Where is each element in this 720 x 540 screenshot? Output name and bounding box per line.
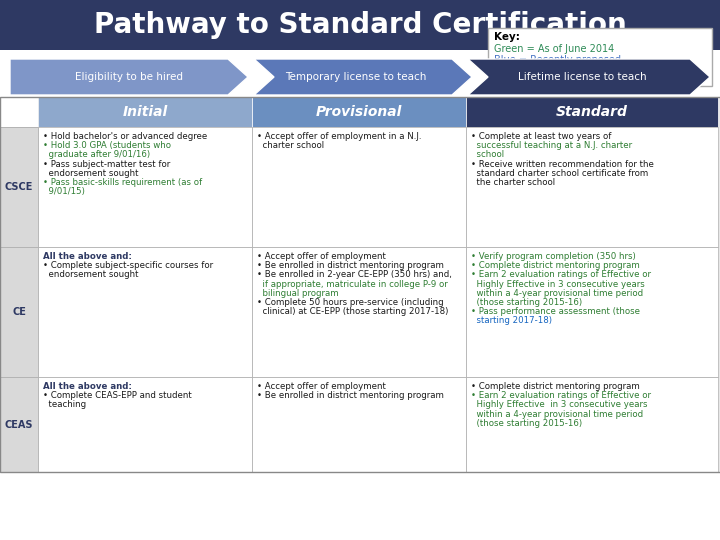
Text: Green = As of June 2014: Green = As of June 2014 <box>494 44 614 54</box>
Text: • Earn 2 evaluation ratings of Effective or: • Earn 2 evaluation ratings of Effective… <box>471 271 651 279</box>
Text: • Hold bachelor's or advanced degree: • Hold bachelor's or advanced degree <box>43 132 207 141</box>
Bar <box>38 247 252 377</box>
Bar <box>466 377 718 472</box>
Text: Eligibility to be hired: Eligibility to be hired <box>75 72 183 82</box>
Text: 9/01/15): 9/01/15) <box>43 187 85 196</box>
Text: (those starting 2015-16): (those starting 2015-16) <box>471 298 582 307</box>
Text: • Complete subject-specific courses for: • Complete subject-specific courses for <box>43 261 213 270</box>
Polygon shape <box>468 59 710 95</box>
Text: starting 2017-18): starting 2017-18) <box>471 316 552 325</box>
Text: within a 4-year provisional time period: within a 4-year provisional time period <box>471 409 643 418</box>
Text: • Hold 3.0 GPA (students who: • Hold 3.0 GPA (students who <box>43 141 171 150</box>
Text: • Accept offer of employment: • Accept offer of employment <box>257 252 386 261</box>
Text: school: school <box>471 150 504 159</box>
Text: endorsement sought: endorsement sought <box>43 168 138 178</box>
Text: All the above and:: All the above and: <box>43 252 132 261</box>
Text: Lifetime license to teach: Lifetime license to teach <box>518 72 647 82</box>
Text: • Complete district mentoring program: • Complete district mentoring program <box>471 261 640 270</box>
Text: • Complete 50 hours pre-service (including: • Complete 50 hours pre-service (includi… <box>257 298 444 307</box>
Bar <box>0 97 720 472</box>
Text: • Receive written recommendation for the: • Receive written recommendation for the <box>471 159 654 168</box>
Bar <box>488 28 712 86</box>
Bar <box>466 247 718 377</box>
Bar <box>252 247 466 377</box>
Text: • Accept offer of employment in a N.J.: • Accept offer of employment in a N.J. <box>257 132 421 141</box>
Text: • Be enrolled in district mentoring program: • Be enrolled in district mentoring prog… <box>257 391 444 400</box>
Text: within a 4-year provisional time period: within a 4-year provisional time period <box>471 289 643 298</box>
Text: Provisional: Provisional <box>316 105 402 119</box>
Text: CE: CE <box>12 307 26 317</box>
Text: Pathway to Standard Certification: Pathway to Standard Certification <box>94 11 626 39</box>
Text: CSCE: CSCE <box>5 182 33 192</box>
Bar <box>0 127 38 247</box>
Text: • Complete at least two years of: • Complete at least two years of <box>471 132 611 141</box>
Text: graduate after 9/01/16): graduate after 9/01/16) <box>43 150 150 159</box>
Text: successful teaching at a N.J. charter: successful teaching at a N.J. charter <box>471 141 632 150</box>
Text: • Complete CEAS-EPP and student: • Complete CEAS-EPP and student <box>43 391 192 400</box>
Text: • Be enrolled in district mentoring program: • Be enrolled in district mentoring prog… <box>257 261 444 270</box>
Text: bilingual program: bilingual program <box>257 289 338 298</box>
Bar <box>0 377 38 472</box>
Text: CEAS: CEAS <box>5 420 33 429</box>
Bar <box>252 127 466 247</box>
Bar <box>0 97 38 127</box>
Text: Standard: Standard <box>556 105 628 119</box>
Bar <box>38 377 252 472</box>
Bar <box>0 0 720 50</box>
Text: endorsement sought: endorsement sought <box>43 271 138 279</box>
Text: • Complete district mentoring program: • Complete district mentoring program <box>471 382 640 391</box>
Text: • Pass subject-matter test for: • Pass subject-matter test for <box>43 159 170 168</box>
Bar <box>252 377 466 472</box>
Text: charter school: charter school <box>257 141 324 150</box>
Bar <box>38 97 252 127</box>
Text: Key:: Key: <box>494 32 520 42</box>
Text: the charter school: the charter school <box>471 178 555 187</box>
Text: Highly Effective in 3 consecutive years: Highly Effective in 3 consecutive years <box>471 280 644 288</box>
Polygon shape <box>254 59 472 95</box>
Text: Initial: Initial <box>122 105 168 119</box>
Text: All the above and:: All the above and: <box>43 382 132 391</box>
Bar <box>466 97 718 127</box>
Text: • Earn 2 evaluation ratings of Effective or: • Earn 2 evaluation ratings of Effective… <box>471 391 651 400</box>
Text: • Pass performance assessment (those: • Pass performance assessment (those <box>471 307 640 316</box>
Bar <box>252 97 466 127</box>
Bar <box>38 127 252 247</box>
Text: Highly Effective  in 3 consecutive years: Highly Effective in 3 consecutive years <box>471 400 647 409</box>
Text: Blue = Recently proposed: Blue = Recently proposed <box>494 55 621 65</box>
Bar <box>0 247 38 377</box>
Text: • Verify program completion (350 hrs): • Verify program completion (350 hrs) <box>471 252 636 261</box>
Text: • Pass basic-skills requirement (as of: • Pass basic-skills requirement (as of <box>43 178 202 187</box>
Text: • Accept offer of employment: • Accept offer of employment <box>257 382 386 391</box>
Text: teaching: teaching <box>43 400 86 409</box>
Text: • Be enrolled in 2-year CE-EPP (350 hrs) and,: • Be enrolled in 2-year CE-EPP (350 hrs)… <box>257 271 452 279</box>
Text: clinical) at CE-EPP (those starting 2017-18): clinical) at CE-EPP (those starting 2017… <box>257 307 449 316</box>
Text: Temporary license to teach: Temporary license to teach <box>285 72 427 82</box>
Text: if appropriate, matriculate in college P-9 or: if appropriate, matriculate in college P… <box>257 280 448 288</box>
Text: (those starting 2015-16): (those starting 2015-16) <box>471 418 582 428</box>
Bar <box>466 127 718 247</box>
Text: standard charter school certificate from: standard charter school certificate from <box>471 168 648 178</box>
Polygon shape <box>10 59 248 95</box>
